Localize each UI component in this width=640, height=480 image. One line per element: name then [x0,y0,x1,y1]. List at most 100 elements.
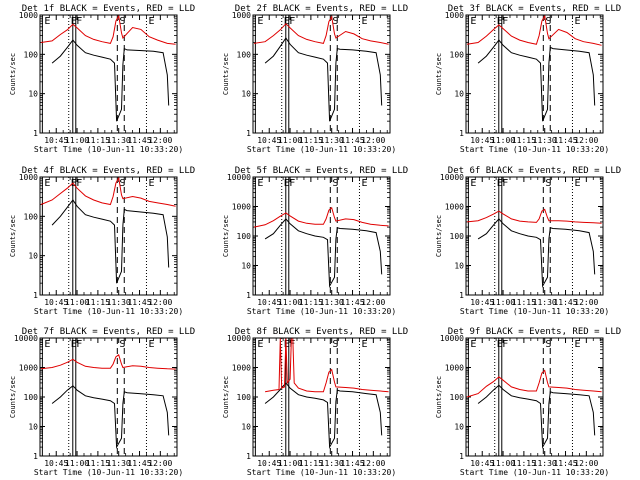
panel-title: Det 7f BLACK = Events, RED = LLD [22,327,195,337]
marker-label: F [289,339,295,350]
x-tick-label: 11:00 [491,136,515,145]
panel-title: Det 1f BLACK = Events, RED = LLD [22,4,195,14]
y-tick-label: 1000 [232,11,251,20]
x-tick-label: 11:00 [491,298,515,307]
x-axis-label: Start Time (10-Jun-11 10:33:20) [247,468,396,477]
y-tick-label: 10000 [440,173,464,182]
y-tick-label: 10 [454,423,464,432]
x-tick-label: 11:45 [553,298,577,307]
x-tick-label: 11:45 [127,459,151,468]
marker-label: S [332,178,338,189]
series-line-events [51,199,170,284]
marker-label: E [470,16,476,27]
x-tick-label: 11:15 [512,136,536,145]
y-tick-label: 1 [33,129,38,138]
x-tick-label: 11:45 [340,136,364,145]
x-axis-label: Start Time (10-Jun-11 10:33:20) [460,307,609,316]
x-tick-label: 11:00 [278,459,302,468]
panel-title: Det 2f BLACK = Events, RED = LLD [235,4,408,14]
series-line-lld [40,15,176,45]
panel-title: Det 4f BLACK = Events, RED = LLD [22,166,195,176]
x-tick-label: 12:00 [148,136,172,145]
x-tick-label: 11:30 [533,459,557,468]
series-line-lld [466,208,602,224]
y-tick-label: 100 [237,232,252,241]
panel-8: Det 8f BLACK = Events, RED = LLD 1 10 100 10… [222,327,408,477]
y-tick-label: 1 [246,291,251,300]
y-tick-label: 1 [33,291,38,300]
panel-3: Det 3f BLACK = Events, RED = LLD 1 10 100 10… [435,4,621,154]
x-tick-label: 11:15 [86,136,110,145]
plot-frame [39,176,178,296]
x-tick-label: 11:45 [127,136,151,145]
x-tick-label: 11:00 [278,298,302,307]
x-tick-label: 12:00 [361,459,385,468]
y-tick-label: 10 [454,90,464,99]
panel-title: Det 9f BLACK = Events, RED = LLD [448,327,621,337]
marker-label: S [119,178,125,189]
plot-frame [252,176,391,296]
series-line-lld [466,369,602,398]
marker-label: F [289,178,295,189]
y-tick-label: 100 [237,393,252,402]
x-axis-label: Start Time (10-Jun-11 10:33:20) [460,145,609,154]
x-tick-label: 11:15 [299,136,323,145]
x-tick-label: 10:45 [257,298,281,307]
series-line-lld [265,338,389,393]
marker-label: E [284,16,290,27]
y-tick-label: 10 [28,90,38,99]
y-tick-label: 1 [459,129,464,138]
x-tick-label: 12:00 [361,136,385,145]
marker-label: E [284,178,290,189]
marker-label: E [497,178,503,189]
x-tick-label: 11:00 [278,136,302,145]
panel-7: Det 7f BLACK = Events, RED = LLD 1 10 100 10… [9,327,195,477]
y-tick-label: 1 [246,129,251,138]
x-tick-label: 11:00 [65,136,89,145]
x-tick-label: 11:45 [553,459,577,468]
marker-label: E [44,16,50,27]
y-tick-label: 100 [24,393,39,402]
marker-label: E [574,16,580,27]
y-tick-label: 1000 [19,364,38,373]
x-tick-label: 11:15 [86,298,110,307]
x-tick-label: 11:15 [299,459,323,468]
marker-label: S [545,16,551,27]
plot-frame [39,337,178,457]
marker-label: E [574,339,580,350]
y-tick-label: 1000 [232,203,251,212]
marker-label: E [497,16,503,27]
marker-label: F [76,339,82,350]
panel-title: Det 3f BLACK = Events, RED = LLD [448,4,621,14]
marker-label: F [76,178,82,189]
series-line-lld [253,206,389,228]
y-tick-label: 1000 [19,173,38,182]
x-tick-label: 12:00 [574,136,598,145]
y-tick-label: 10000 [440,334,464,343]
series-line-lld [40,353,176,370]
x-axis-label: Start Time (10-Jun-11 10:33:20) [460,468,609,477]
marker-label: E [257,339,263,350]
plot-frame [465,176,604,296]
x-tick-label: 10:45 [257,136,281,145]
marker-label: E [497,339,503,350]
panel-title: Det 8f BLACK = Events, RED = LLD [235,327,408,337]
x-tick-label: 10:45 [470,298,494,307]
x-tick-label: 11:30 [533,298,557,307]
series-line-lld [466,15,602,46]
marker-label: F [76,16,82,27]
x-tick-label: 11:30 [107,459,131,468]
y-tick-label: 100 [24,212,39,221]
panel-title: Det 5f BLACK = Events, RED = LLD [235,166,408,176]
y-tick-label: 10 [28,252,38,261]
y-axis-label: Counts/sec [435,53,443,95]
y-tick-label: 10 [241,90,251,99]
marker-label: E [284,339,290,350]
x-tick-label: 12:00 [148,298,172,307]
panel-1: Det 1f BLACK = Events, RED = LLD 1 10 100 10… [9,4,195,154]
x-tick-label: 10:45 [470,136,494,145]
y-axis-label: Counts/sec [435,376,443,418]
x-tick-label: 11:00 [65,459,89,468]
x-tick-label: 11:45 [340,459,364,468]
marker-label: E [470,178,476,189]
